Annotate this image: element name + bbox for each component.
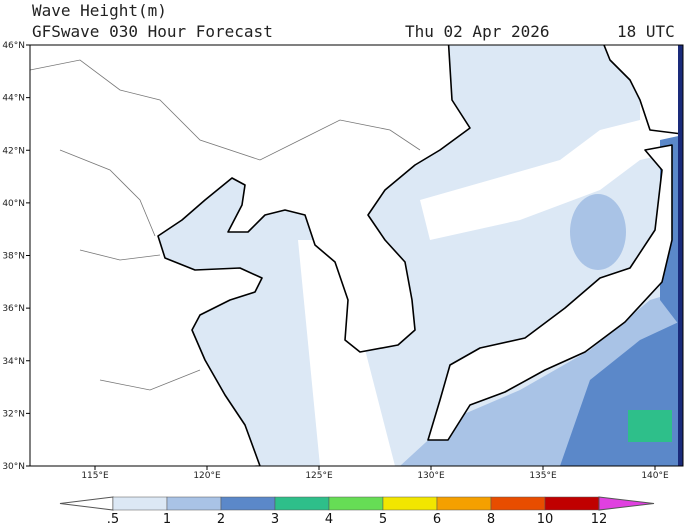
wave-zone (570, 194, 626, 270)
colorbar-label: 3 (271, 512, 279, 525)
colorbar-label: 10 (537, 512, 554, 525)
colorbar-over (598, 496, 655, 511)
colorbar-bin (382, 496, 438, 511)
colorbar-label: 1 (163, 512, 171, 525)
colorbar-bin (274, 496, 330, 511)
lon-label: 115°E (81, 471, 109, 481)
colorbar-bin (166, 496, 222, 511)
lat-label: 38°N (2, 252, 25, 262)
colorbar-label: .5 (107, 512, 119, 525)
colorbar-label: 4 (325, 512, 333, 525)
subtitle: GFSwave 030 Hour Forecast (32, 22, 273, 41)
title: Wave Height(m) (32, 1, 167, 20)
colorbar-label: 5 (379, 512, 387, 525)
map (29, 44, 684, 467)
colorbar-bin (544, 496, 600, 511)
lat-label: 46°N (2, 41, 25, 51)
borders (30, 59, 421, 391)
lon-label: 125°E (305, 471, 333, 481)
lon-label: 135°E (529, 471, 557, 481)
colorbar-bin (436, 496, 492, 511)
lon-label: 130°E (417, 471, 445, 481)
lat-label: 32°N (2, 409, 25, 419)
lat-label: 36°N (2, 304, 25, 314)
lat-label: 40°N (2, 199, 25, 209)
colorbar-label: 6 (433, 512, 441, 525)
colorbar-bin (112, 496, 168, 511)
colorbar-bin (328, 496, 384, 511)
colorbar-bin (490, 496, 546, 511)
mainland (30, 45, 471, 466)
lat-label: 30°N (2, 462, 25, 472)
colorbar-label: 8 (487, 512, 495, 525)
edge (678, 45, 683, 466)
lon-label: 140°E (641, 471, 669, 481)
colorbar-under (59, 496, 114, 511)
colorbar-bin (220, 496, 276, 511)
colorbar-label: 12 (591, 512, 608, 525)
honshu (427, 144, 673, 441)
time: 18 UTC (617, 22, 675, 41)
wave-zone (628, 410, 672, 442)
lat-label: 34°N (2, 357, 25, 367)
lat-label: 44°N (2, 94, 25, 104)
calm-sea (420, 45, 683, 240)
axes: 46°N 44°N 42°N 40°N 38°N 36°N 34°N 32°N 30°N 115°… (2, 41, 669, 481)
hokkaido-sakhalin (603, 45, 683, 135)
lat-label: 42°N (2, 146, 25, 156)
colorbar-label: 2 (217, 512, 225, 525)
lon-label: 120°E (193, 471, 221, 481)
colorbar: .5 1 2 3 4 5 6 8 10 12 (59, 496, 655, 525)
date: Thu 02 Apr 2026 (405, 22, 550, 41)
calm-sea (298, 240, 395, 466)
